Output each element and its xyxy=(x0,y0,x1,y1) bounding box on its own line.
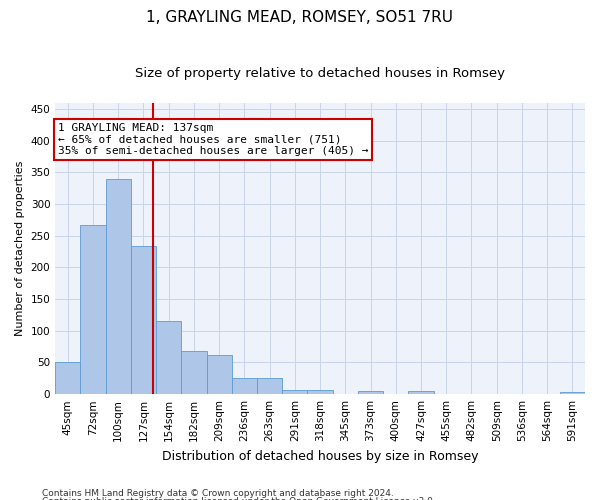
Bar xyxy=(206,355,232,394)
Bar xyxy=(80,225,106,394)
Bar xyxy=(560,392,585,394)
Bar xyxy=(307,390,332,394)
Y-axis label: Number of detached properties: Number of detached properties xyxy=(15,160,25,336)
Text: Contains public sector information licensed under the Open Government Licence v3: Contains public sector information licen… xyxy=(42,498,436,500)
Bar xyxy=(358,391,383,394)
Text: Contains HM Land Registry data © Crown copyright and database right 2024.: Contains HM Land Registry data © Crown c… xyxy=(42,488,394,498)
Bar xyxy=(131,246,156,394)
Title: Size of property relative to detached houses in Romsey: Size of property relative to detached ho… xyxy=(135,68,505,80)
Bar xyxy=(282,390,307,394)
Bar xyxy=(232,378,257,394)
X-axis label: Distribution of detached houses by size in Romsey: Distribution of detached houses by size … xyxy=(162,450,478,462)
Bar xyxy=(156,322,181,394)
Bar xyxy=(257,378,282,394)
Bar xyxy=(409,391,434,394)
Text: 1, GRAYLING MEAD, ROMSEY, SO51 7RU: 1, GRAYLING MEAD, ROMSEY, SO51 7RU xyxy=(146,10,454,25)
Text: 1 GRAYLING MEAD: 137sqm
← 65% of detached houses are smaller (751)
35% of semi-d: 1 GRAYLING MEAD: 137sqm ← 65% of detache… xyxy=(58,123,368,156)
Bar xyxy=(181,351,206,394)
Bar xyxy=(106,178,131,394)
Bar xyxy=(55,362,80,394)
